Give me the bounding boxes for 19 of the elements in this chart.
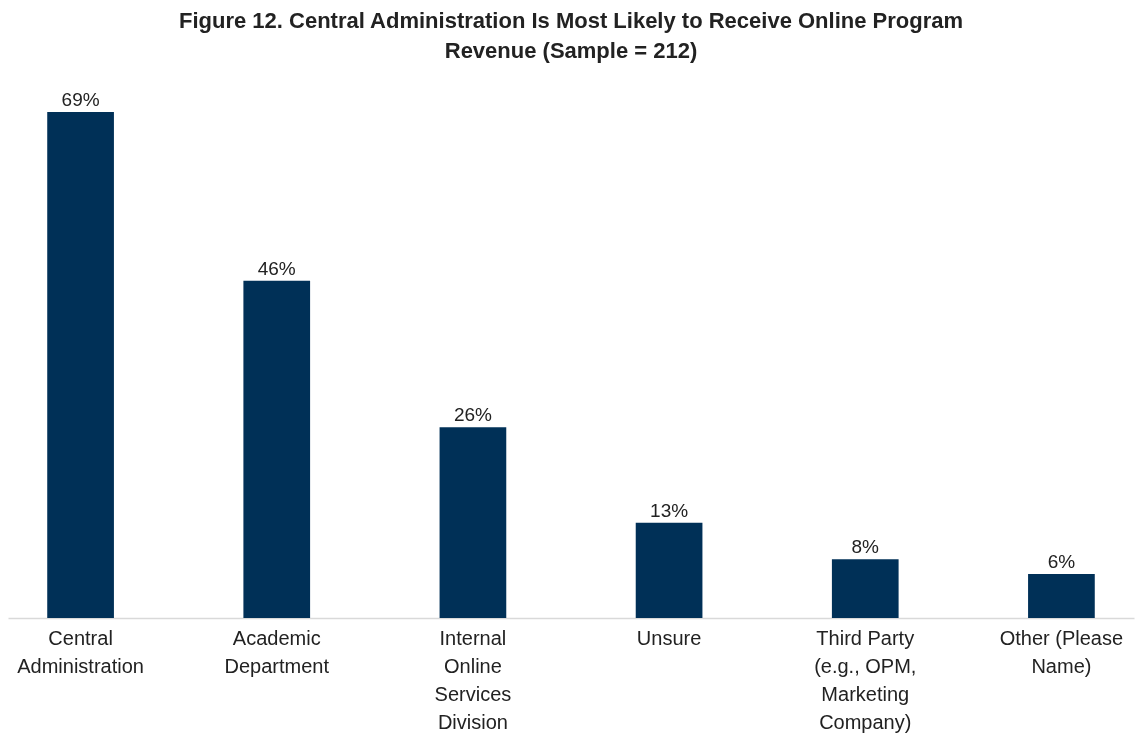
bar bbox=[47, 112, 114, 618]
x-tick-label: Unsure bbox=[636, 626, 702, 649]
bar bbox=[831, 559, 899, 618]
data-label: 8% bbox=[851, 536, 880, 558]
x-tick-label: Central Administration bbox=[17, 626, 144, 677]
x-tick-label: Other (Please Name) bbox=[999, 626, 1124, 677]
bar bbox=[243, 280, 311, 618]
x-tick-label: Internal Online Services Division bbox=[434, 626, 512, 733]
data-label: 26% bbox=[453, 404, 493, 426]
data-label: 6% bbox=[1047, 551, 1076, 572]
bar bbox=[1028, 574, 1095, 618]
data-label: 13% bbox=[650, 499, 689, 521]
bar bbox=[439, 427, 507, 618]
chart-title: Figure 12. Central Administration Is Most Likely to Receive Online Program Revenue (Sample = 212) bbox=[178, 8, 964, 63]
data-label: 69% bbox=[61, 89, 100, 110]
data-label: 46% bbox=[257, 257, 296, 279]
x-tick-label: Third Party (e.g., OPM, Marketing Company) bbox=[814, 626, 917, 733]
x-tick-label: Academic Department bbox=[224, 626, 330, 677]
bar bbox=[635, 522, 703, 618]
